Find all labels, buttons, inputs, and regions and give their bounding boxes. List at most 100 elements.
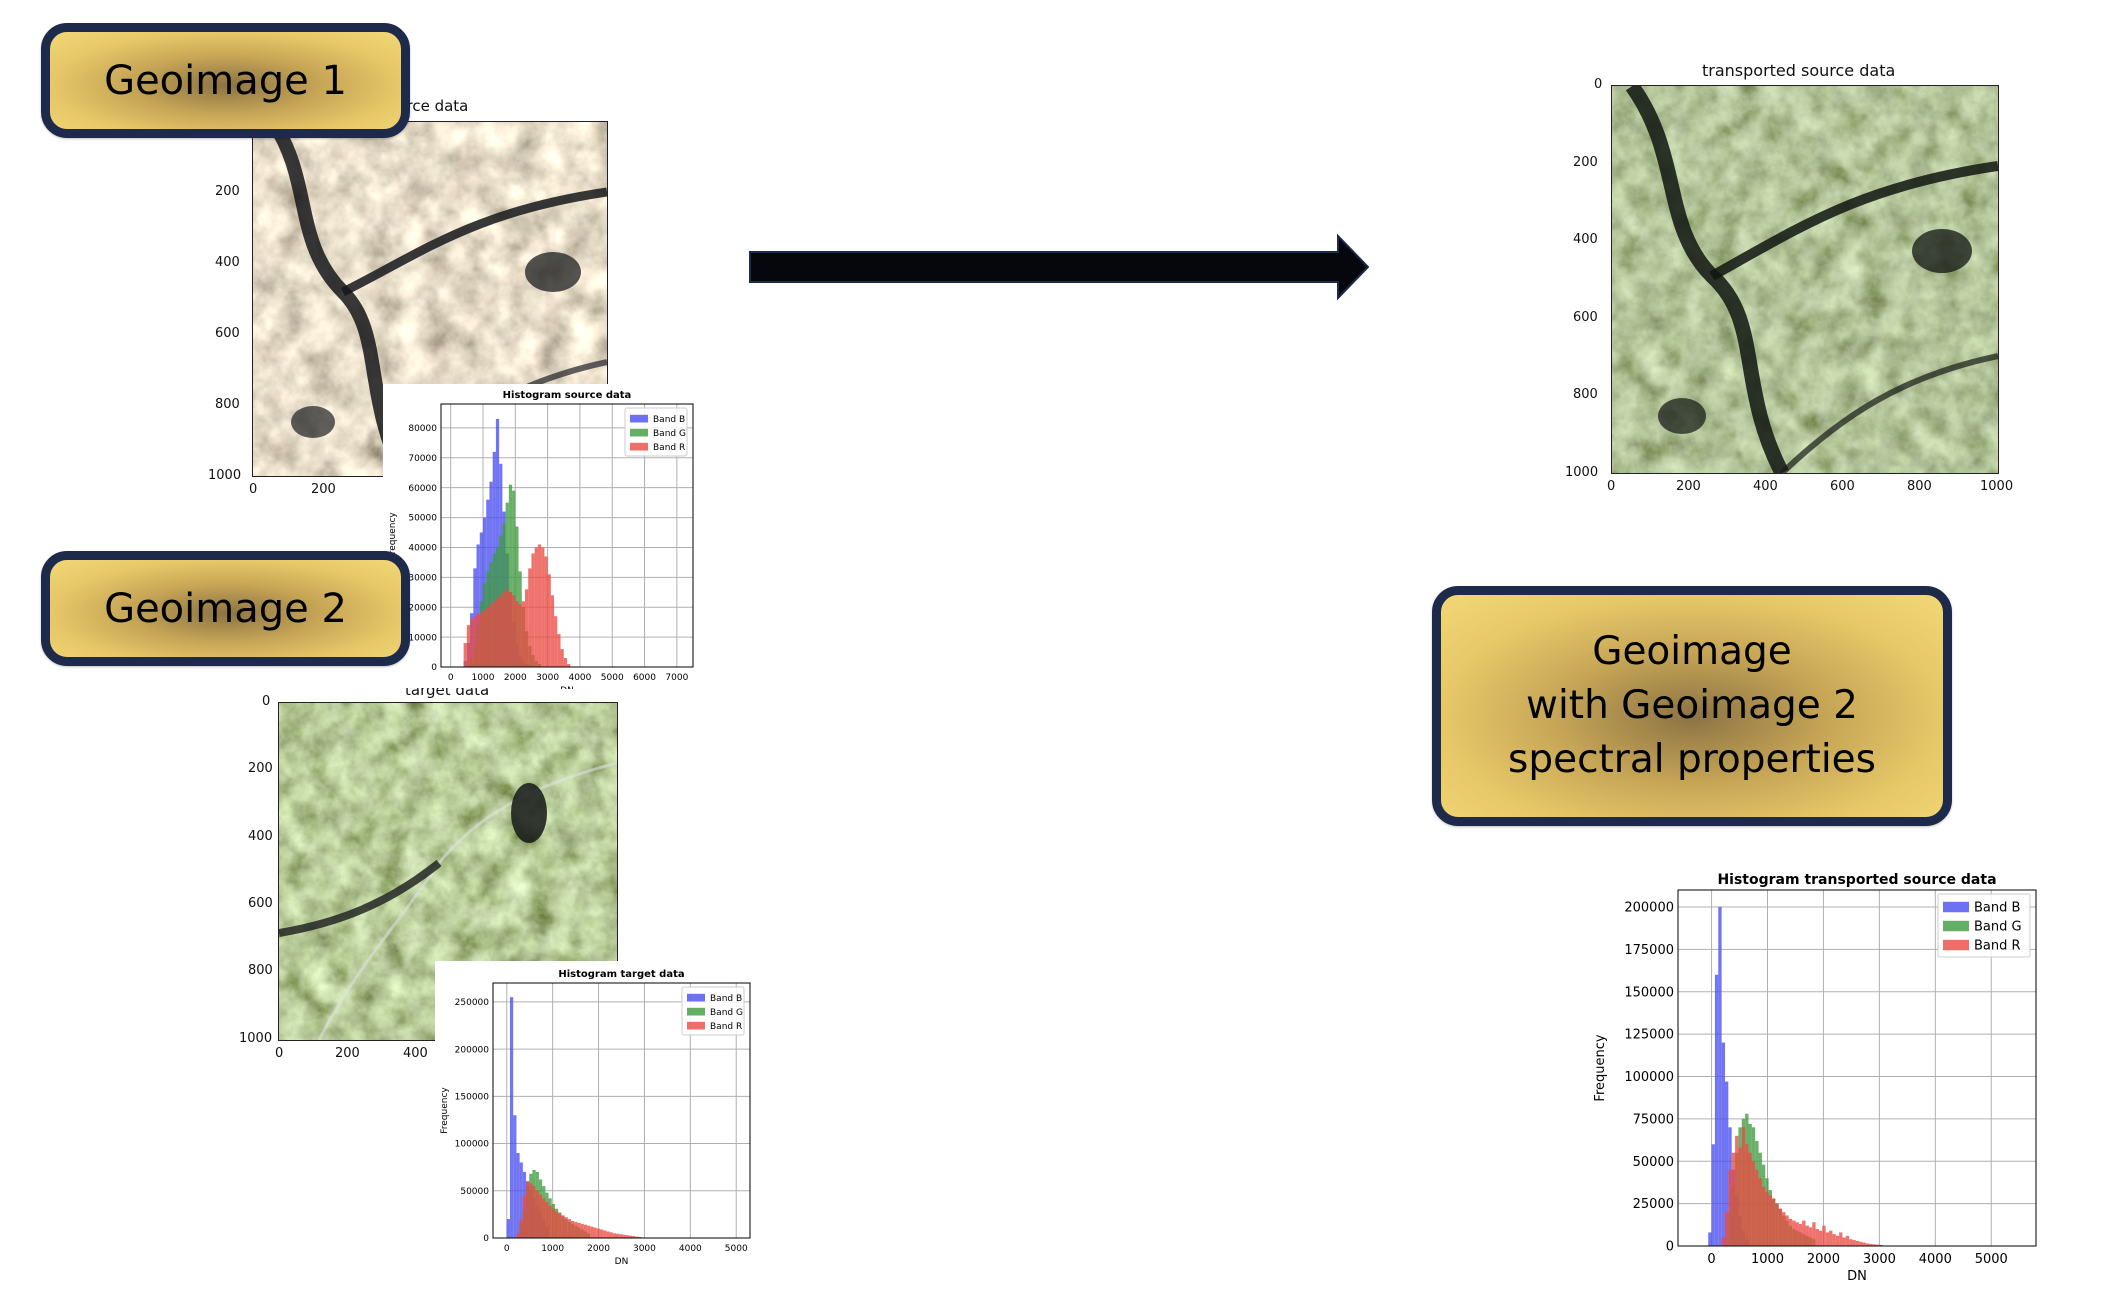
legend-label: Band G (710, 1008, 743, 1018)
histogram-bar (489, 604, 493, 667)
histogram-bar (547, 574, 551, 667)
tick-label: 1000 (239, 1031, 273, 1046)
histogram-bar (1724, 1081, 1729, 1246)
legend-label: Band R (653, 443, 685, 453)
histogram-target-chart: Histogram target data 0 1000 2000 3000 4000 50… (440, 969, 751, 1267)
legend-swatch (630, 442, 648, 451)
histogram-bar (1845, 1235, 1850, 1246)
histogram-bar (1808, 1227, 1813, 1246)
series-band-r (516, 1181, 642, 1238)
tick-label: 200 (335, 1046, 360, 1061)
x-tick-label: 5000 (601, 673, 624, 683)
y-tick-label: 150000 (1624, 985, 1674, 1000)
histogram-bar (577, 1222, 581, 1238)
histogram-bar (508, 484, 513, 667)
y-tick-label: 10000 (408, 633, 437, 643)
y-tick-label: 25000 (1633, 1197, 1674, 1212)
x-tick-label: 0 (448, 673, 454, 683)
legend-label: Band B (1974, 901, 2020, 916)
right-arrow-icon (749, 233, 1370, 301)
y-tick-label: 50000 (460, 1187, 489, 1197)
y-tick-label: 200000 (1624, 901, 1674, 916)
histogram-bar (1825, 1232, 1830, 1246)
histogram-bar (625, 1235, 629, 1238)
histogram-bar (1724, 1212, 1729, 1246)
histogram-bar (554, 616, 558, 667)
tick-label: 400 (248, 829, 273, 844)
histogram-bar (1771, 1198, 1776, 1246)
histogram-bar (612, 1233, 616, 1238)
x-tick-label: 4000 (679, 1244, 702, 1254)
series-band-r (1721, 1127, 1883, 1246)
histogram-bar (1818, 1230, 1823, 1246)
histogram-bar (1778, 1208, 1783, 1246)
histogram-bar (606, 1231, 610, 1238)
y-tick-label: 200000 (455, 1045, 490, 1055)
y-tick-label: 50000 (408, 514, 437, 524)
histogram-bar (1755, 1169, 1759, 1246)
histogram-bar (516, 1153, 520, 1238)
histogram-bar (495, 418, 500, 667)
histogram-bar (1718, 906, 1722, 1246)
histogram-bar (512, 490, 516, 667)
tick-label: 200 (311, 482, 336, 497)
histogram-bar (1758, 1178, 1762, 1246)
histogram-bar (1855, 1240, 1860, 1246)
histogram-bar (521, 601, 525, 667)
histogram-title: Histogram target data (558, 969, 684, 980)
tick-label: 400 (1573, 232, 1598, 247)
legend: Band B Band G Band R (681, 986, 745, 1036)
legend-label: Band G (653, 429, 686, 439)
histogram-bar (1822, 1225, 1826, 1246)
histogram-title: Histogram transported source data (1717, 872, 1996, 888)
legend-swatch (1943, 901, 1969, 913)
histogram-bar (548, 1205, 552, 1238)
histogram-bar (509, 997, 514, 1238)
legend-label: Band G (1974, 920, 2022, 935)
tick-label: 400 (403, 1046, 428, 1061)
histogram-bar (574, 1221, 578, 1238)
histogram-bar (609, 1232, 613, 1238)
histogram-bar (619, 1234, 623, 1238)
histogram-bar (535, 1190, 539, 1238)
histogram-bar (1842, 1237, 1846, 1246)
x-tick-label: 6000 (633, 673, 656, 683)
legend-swatch (630, 428, 648, 437)
y-axis-label: Frequency (1593, 1034, 1608, 1101)
x-tick-label: 3000 (536, 673, 559, 683)
histogram-bar (544, 556, 548, 667)
histogram-bar (1751, 1161, 1756, 1246)
histogram-bar (1802, 1220, 1806, 1246)
plot-frame (1677, 889, 2037, 1247)
histogram-bar (580, 1223, 584, 1238)
legend-swatch (687, 993, 705, 1002)
histogram-bar (495, 598, 500, 667)
y-tick-label: 50000 (1633, 1155, 1674, 1170)
x-axis-label: DN (560, 686, 574, 689)
histogram-bar (522, 1195, 527, 1238)
tick-label: 800 (1907, 479, 1932, 494)
tick-label: 1000 (1980, 479, 2014, 494)
result-label: Geoimage with Geoimage 2 spectral proper… (1432, 586, 1952, 826)
result-label-line: with Geoimage 2 (1526, 683, 1858, 728)
histogram-bar (587, 1225, 591, 1238)
histogram-bar (1815, 1229, 1819, 1246)
histogram-bar (476, 544, 480, 667)
histogram-bar (515, 526, 519, 667)
histogram-bar (1849, 1239, 1853, 1246)
histogram-bar (563, 658, 567, 667)
y-tick-label: 70000 (408, 454, 437, 464)
histogram-bar (1738, 1147, 1742, 1246)
tick-label: 200 (248, 761, 273, 776)
histogram-bar (560, 649, 564, 667)
tick-label: 800 (248, 963, 273, 978)
legend: Band B Band G Band R (1937, 893, 2031, 958)
x-tick-label: 2000 (1807, 1252, 1840, 1267)
tick-label: 1000 (208, 468, 242, 483)
histogram-bar (1862, 1242, 1866, 1246)
histogram-bar (596, 1228, 600, 1238)
tick-label: 0 (1607, 479, 1616, 494)
histogram-bar (532, 1186, 536, 1238)
histogram-bar (1765, 1191, 1769, 1246)
histogram-bar (590, 1226, 594, 1238)
